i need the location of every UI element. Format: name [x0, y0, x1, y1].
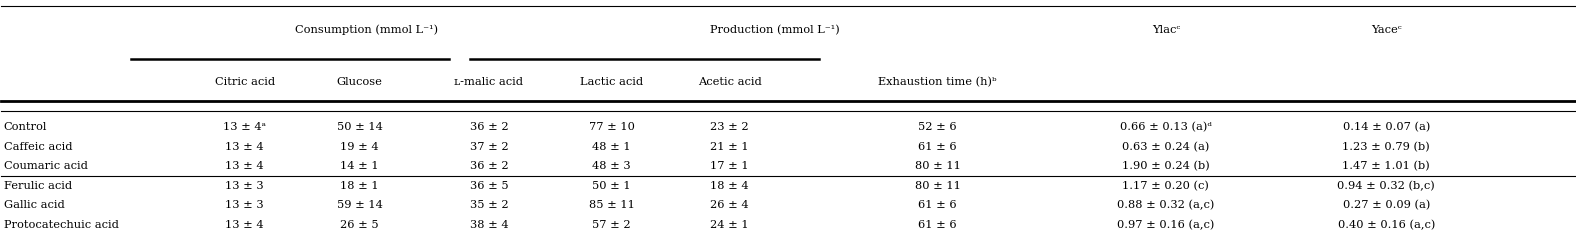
Text: 1.23 ± 0.79 (b): 1.23 ± 0.79 (b)	[1343, 142, 1431, 152]
Text: Ylacᶜ: Ylacᶜ	[1152, 25, 1180, 35]
Text: 21 ± 1: 21 ± 1	[711, 142, 749, 152]
Text: 0.88 ± 0.32 (a,c): 0.88 ± 0.32 (a,c)	[1117, 200, 1215, 211]
Text: 0.63 ± 0.24 (a): 0.63 ± 0.24 (a)	[1122, 142, 1210, 152]
Text: Protocatechuic acid: Protocatechuic acid	[3, 220, 118, 230]
Text: 35 ± 2: 35 ± 2	[470, 201, 507, 211]
Text: Yaceᶜ: Yaceᶜ	[1371, 25, 1401, 35]
Text: 36 ± 2: 36 ± 2	[470, 122, 507, 132]
Text: Lactic acid: Lactic acid	[580, 77, 643, 87]
Text: Caffeic acid: Caffeic acid	[3, 142, 72, 152]
Text: 59 ± 14: 59 ± 14	[337, 201, 383, 211]
Text: 85 ± 11: 85 ± 11	[589, 201, 635, 211]
Text: 0.27 ± 0.09 (a): 0.27 ± 0.09 (a)	[1343, 200, 1429, 211]
Text: 13 ± 3: 13 ± 3	[225, 201, 265, 211]
Text: 36 ± 5: 36 ± 5	[470, 181, 507, 191]
Text: 36 ± 2: 36 ± 2	[470, 162, 507, 171]
Text: 1.17 ± 0.20 (c): 1.17 ± 0.20 (c)	[1122, 181, 1209, 191]
Text: 0.97 ± 0.16 (a,c): 0.97 ± 0.16 (a,c)	[1117, 220, 1215, 230]
Text: 18 ± 1: 18 ± 1	[340, 181, 378, 191]
Text: 0.14 ± 0.07 (a): 0.14 ± 0.07 (a)	[1343, 122, 1429, 133]
Text: Exhaustion time (h)ᵇ: Exhaustion time (h)ᵇ	[878, 77, 998, 87]
Text: 13 ± 3: 13 ± 3	[225, 181, 265, 191]
Text: Coumaric acid: Coumaric acid	[3, 162, 88, 171]
Text: 18 ± 4: 18 ± 4	[711, 181, 749, 191]
Text: 19 ± 4: 19 ± 4	[340, 142, 378, 152]
Text: 13 ± 4ᵃ: 13 ± 4ᵃ	[224, 122, 266, 132]
Text: 13 ± 4: 13 ± 4	[225, 142, 265, 152]
Text: Gallic acid: Gallic acid	[3, 201, 65, 211]
Text: 57 ± 2: 57 ± 2	[593, 220, 630, 230]
Text: 26 ± 5: 26 ± 5	[340, 220, 378, 230]
Text: 48 ± 1: 48 ± 1	[593, 142, 630, 152]
Text: 24 ± 1: 24 ± 1	[711, 220, 749, 230]
Text: ʟ-malic acid: ʟ-malic acid	[454, 77, 523, 87]
Text: 14 ± 1: 14 ± 1	[340, 162, 378, 171]
Text: 77 ± 10: 77 ± 10	[589, 122, 635, 132]
Text: 61 ± 6: 61 ± 6	[919, 220, 957, 230]
Text: Production (mmol L⁻¹): Production (mmol L⁻¹)	[709, 25, 840, 35]
Text: Control: Control	[3, 122, 47, 132]
Text: 0.66 ± 0.13 (a)ᵈ: 0.66 ± 0.13 (a)ᵈ	[1121, 122, 1212, 133]
Text: Citric acid: Citric acid	[214, 77, 274, 87]
Text: 80 ± 11: 80 ± 11	[914, 181, 960, 191]
Text: 13 ± 4: 13 ± 4	[225, 162, 265, 171]
Text: 13 ± 4: 13 ± 4	[225, 220, 265, 230]
Text: 61 ± 6: 61 ± 6	[919, 142, 957, 152]
Text: 26 ± 4: 26 ± 4	[711, 201, 749, 211]
Text: 0.94 ± 0.32 (b,c): 0.94 ± 0.32 (b,c)	[1338, 181, 1436, 191]
Text: Acetic acid: Acetic acid	[698, 77, 761, 87]
Text: Glucose: Glucose	[337, 77, 383, 87]
Text: 1.47 ± 1.01 (b): 1.47 ± 1.01 (b)	[1343, 161, 1431, 172]
Text: 37 ± 2: 37 ± 2	[470, 142, 507, 152]
Text: Consumption (mmol L⁻¹): Consumption (mmol L⁻¹)	[295, 25, 438, 35]
Text: 50 ± 14: 50 ± 14	[337, 122, 383, 132]
Text: 50 ± 1: 50 ± 1	[593, 181, 630, 191]
Text: Ferulic acid: Ferulic acid	[3, 181, 72, 191]
Text: 80 ± 11: 80 ± 11	[914, 162, 960, 171]
Text: 17 ± 1: 17 ± 1	[711, 162, 749, 171]
Text: 0.40 ± 0.16 (a,c): 0.40 ± 0.16 (a,c)	[1338, 220, 1436, 230]
Text: 1.90 ± 0.24 (b): 1.90 ± 0.24 (b)	[1122, 161, 1210, 172]
Text: 23 ± 2: 23 ± 2	[711, 122, 749, 132]
Text: 61 ± 6: 61 ± 6	[919, 201, 957, 211]
Text: 48 ± 3: 48 ± 3	[593, 162, 630, 171]
Text: 38 ± 4: 38 ± 4	[470, 220, 507, 230]
Text: 52 ± 6: 52 ± 6	[919, 122, 957, 132]
